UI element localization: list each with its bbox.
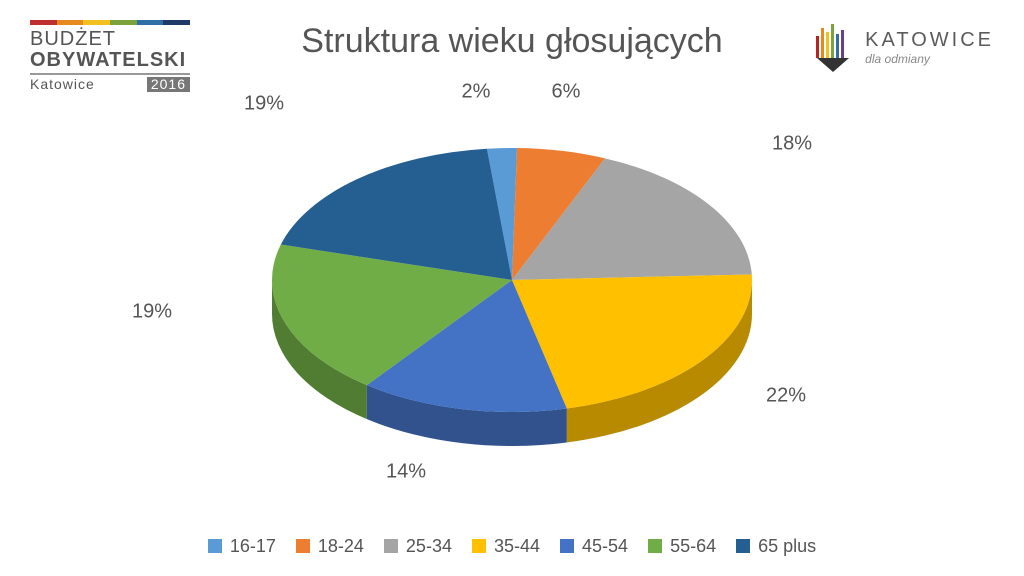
stage: BUDŻET OBYWATELSKI Katowice 2016 KATOWIC… (0, 0, 1024, 576)
legend-label: 18-24 (318, 536, 364, 557)
legend-swatch (208, 539, 222, 553)
slice-label-35-44: 22% (766, 385, 806, 408)
legend-swatch (560, 539, 574, 553)
slice-label-18-24: 6% (552, 81, 581, 104)
legend-swatch (472, 539, 486, 553)
slice-label-45-54: 14% (386, 461, 426, 484)
legend-item-25-34: 25-34 (384, 536, 452, 557)
legend-swatch (648, 539, 662, 553)
legend-item-35-44: 35-44 (472, 536, 540, 557)
legend-label: 65 plus (758, 536, 816, 557)
legend-item-18-24: 18-24 (296, 536, 364, 557)
legend-label: 25-34 (406, 536, 452, 557)
slice-label-25-34: 18% (772, 133, 812, 156)
legend: 16-17 18-24 25-34 35-44 45-54 55-64 65 plus (0, 536, 1024, 559)
legend-swatch (384, 539, 398, 553)
legend-item-55-64: 55-64 (648, 536, 716, 557)
legend-label: 45-54 (582, 536, 628, 557)
legend-swatch (296, 539, 310, 553)
legend-item-45-54: 45-54 (560, 536, 628, 557)
slice-label-55-64: 19% (132, 301, 172, 324)
pie-svg (200, 90, 824, 490)
logo-line3a: Katowice (30, 77, 95, 92)
legend-swatch (736, 539, 750, 553)
chart-title: Struktura wieku głosujących (0, 22, 1024, 61)
pie-chart (200, 90, 824, 490)
legend-label: 55-64 (670, 536, 716, 557)
logo-line3b: 2016 (147, 77, 190, 92)
legend-item-65-plus: 65 plus (736, 536, 816, 557)
legend-item-16-17: 16-17 (208, 536, 276, 557)
slice-label-65-plus: 19% (244, 93, 284, 116)
slice-label-16-17: 2% (462, 81, 491, 104)
legend-label: 16-17 (230, 536, 276, 557)
legend-label: 35-44 (494, 536, 540, 557)
